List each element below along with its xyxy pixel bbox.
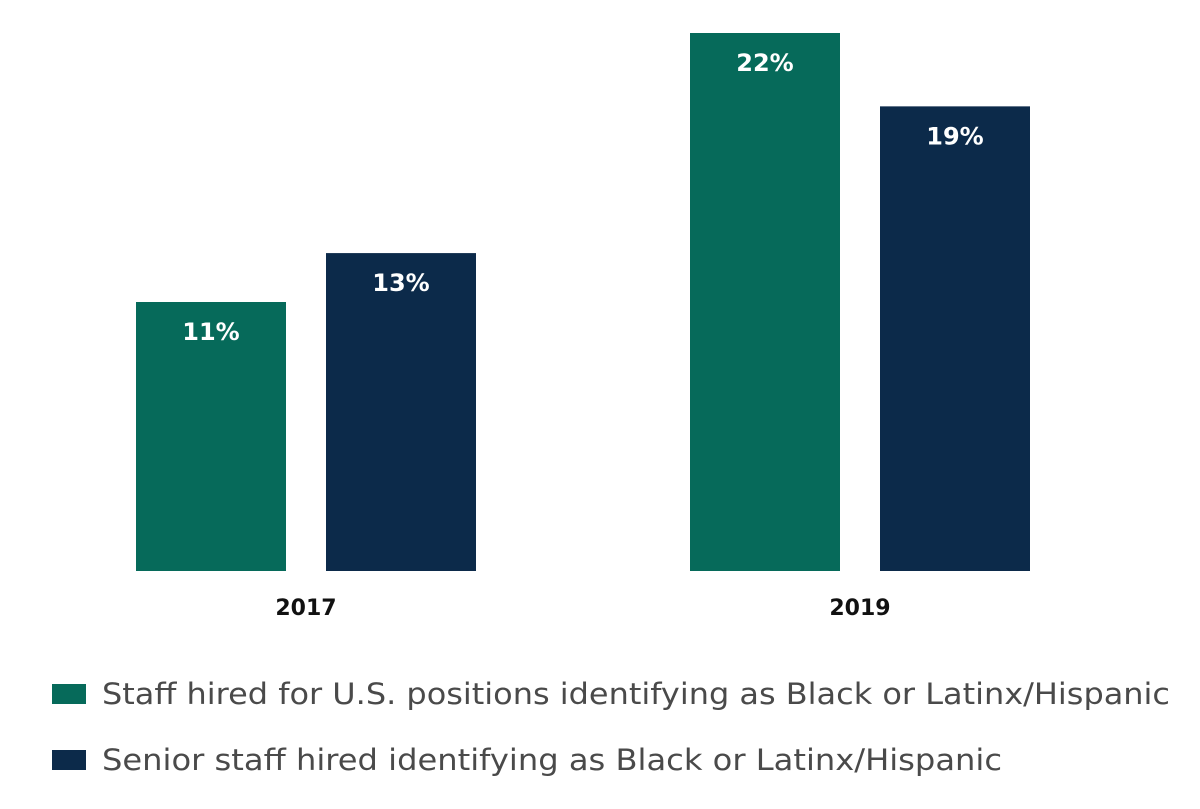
legend: Staff hired for U.S. positions identifyi… bbox=[52, 677, 1170, 777]
bar-2019-series-1 bbox=[690, 33, 840, 571]
legend-label-series-1: Staff hired for U.S. positions identifyi… bbox=[102, 677, 1170, 711]
bar-value-label: 11% bbox=[182, 318, 239, 346]
bar-value-label: 13% bbox=[372, 269, 429, 297]
legend-swatch-series-2 bbox=[52, 750, 86, 770]
category-label-2019: 2019 bbox=[829, 596, 890, 621]
bar-value-labels: 11% 13% 22% 19% bbox=[182, 49, 983, 346]
bar-2017-series-2 bbox=[326, 253, 476, 571]
bar-value-label: 22% bbox=[736, 49, 793, 77]
legend-swatch-series-1 bbox=[52, 684, 86, 704]
bars-group bbox=[136, 33, 1030, 571]
bar-2019-series-2 bbox=[880, 106, 1030, 571]
category-labels: 2017 2019 bbox=[275, 596, 890, 621]
bar-value-label: 19% bbox=[926, 122, 983, 150]
legend-label-series-2: Senior staff hired identifying as Black … bbox=[102, 743, 1002, 777]
category-label-2017: 2017 bbox=[275, 596, 336, 621]
bar-2017-series-1 bbox=[136, 302, 286, 571]
